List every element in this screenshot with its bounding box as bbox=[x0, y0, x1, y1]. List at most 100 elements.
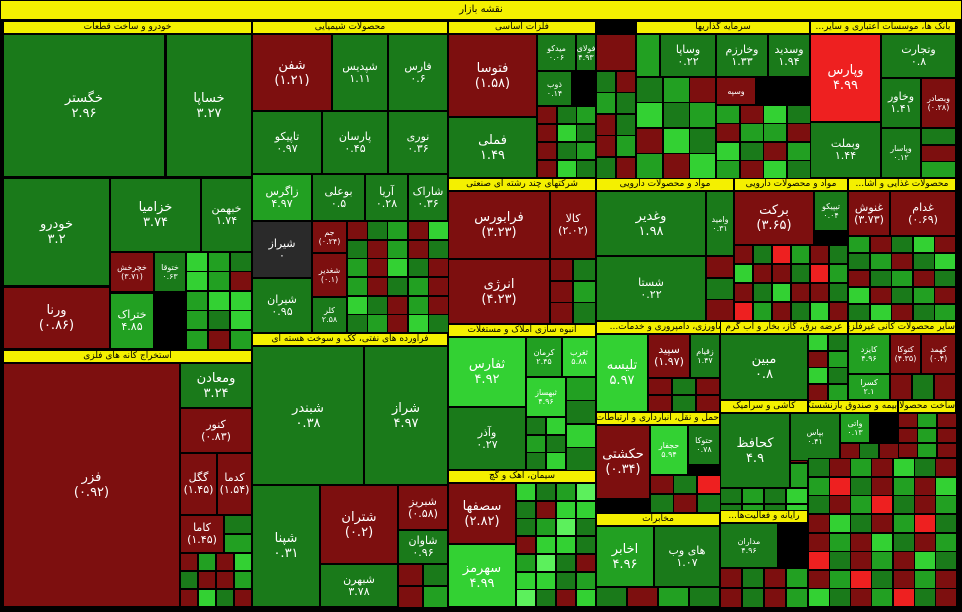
stock-tile[interactable]: کسرا ۲.۱ bbox=[848, 374, 890, 400]
small-stock-tile[interactable] bbox=[596, 71, 616, 93]
small-stock-tile[interactable] bbox=[556, 554, 576, 572]
small-stock-tile[interactable] bbox=[516, 572, 536, 590]
sector-header[interactable]: ساخت محصولات فلزی bbox=[898, 400, 956, 413]
small-stock-tile[interactable] bbox=[871, 533, 893, 552]
small-stock-tile[interactable] bbox=[917, 428, 937, 443]
small-stock-tile[interactable] bbox=[772, 283, 791, 302]
small-stock-tile[interactable] bbox=[850, 570, 872, 589]
small-stock-tile[interactable] bbox=[898, 428, 918, 443]
small-stock-tile[interactable] bbox=[791, 245, 810, 264]
small-stock-tile[interactable] bbox=[740, 142, 764, 161]
stock-tile[interactable]: شاراک ۰.۳۶ bbox=[408, 174, 448, 221]
small-stock-tile[interactable] bbox=[829, 283, 848, 302]
small-stock-tile[interactable] bbox=[740, 160, 764, 179]
small-stock-tile[interactable] bbox=[616, 157, 636, 179]
small-stock-tile[interactable] bbox=[516, 501, 536, 519]
sector-header[interactable]: انبوه سازی املاک و مستغلات bbox=[448, 324, 596, 337]
small-stock-tile[interactable] bbox=[367, 277, 388, 296]
stock-tile[interactable]: کلر ۲.۵۸ bbox=[312, 297, 347, 333]
small-stock-tile[interactable] bbox=[742, 568, 764, 588]
stock-tile[interactable]: اخابر ۴.۹۶ bbox=[596, 526, 654, 587]
small-stock-tile[interactable] bbox=[650, 475, 674, 494]
small-stock-tile[interactable] bbox=[536, 589, 556, 607]
small-stock-tile[interactable] bbox=[786, 588, 808, 608]
small-stock-tile[interactable] bbox=[763, 160, 787, 179]
sector-header[interactable]: مواد و محصولات دارویی bbox=[734, 178, 848, 191]
stock-tile[interactable]: شفن (۱.۲۱) bbox=[252, 34, 332, 111]
small-stock-tile[interactable] bbox=[180, 589, 198, 607]
small-stock-tile[interactable] bbox=[716, 142, 740, 161]
small-stock-tile[interactable] bbox=[787, 123, 811, 142]
small-stock-tile[interactable] bbox=[850, 477, 872, 496]
small-stock-tile[interactable] bbox=[829, 551, 851, 570]
small-stock-tile[interactable] bbox=[596, 135, 616, 157]
small-stock-tile[interactable] bbox=[808, 458, 830, 477]
small-stock-tile[interactable] bbox=[808, 588, 830, 607]
small-stock-tile[interactable] bbox=[828, 367, 848, 384]
small-stock-tile[interactable] bbox=[230, 330, 252, 350]
stock-tile[interactable]: تیپیکو ۰.۰۴ bbox=[814, 191, 848, 231]
small-stock-tile[interactable] bbox=[753, 245, 772, 264]
small-stock-tile[interactable] bbox=[596, 587, 627, 607]
stock-tile[interactable]: وبصادر (۰.۲۸) bbox=[921, 78, 956, 128]
small-stock-tile[interactable] bbox=[828, 384, 848, 401]
small-stock-tile[interactable] bbox=[636, 77, 663, 103]
stock-tile[interactable]: شبهرن ۳.۷۸ bbox=[320, 564, 398, 607]
stock-tile[interactable]: کحافظ ۴.۹ bbox=[720, 413, 790, 488]
small-stock-tile[interactable] bbox=[408, 277, 429, 296]
small-stock-tile[interactable] bbox=[536, 483, 556, 501]
small-stock-tile[interactable] bbox=[734, 245, 753, 264]
small-stock-tile[interactable] bbox=[398, 564, 423, 586]
small-stock-tile[interactable] bbox=[537, 124, 557, 142]
stock-tile[interactable]: کتوکا (۴.۳۵) bbox=[890, 334, 921, 374]
small-stock-tile[interactable] bbox=[914, 551, 936, 570]
stock-tile[interactable]: گگل (۱.۴۵) bbox=[180, 453, 217, 515]
small-stock-tile[interactable] bbox=[208, 291, 230, 311]
small-stock-tile[interactable] bbox=[556, 518, 576, 536]
stock-tile[interactable]: کرمان ۲.۴۵ bbox=[526, 337, 562, 377]
stock-tile[interactable]: کاما (۱.۴۵) bbox=[180, 515, 224, 553]
small-stock-tile[interactable] bbox=[536, 572, 556, 590]
small-stock-tile[interactable] bbox=[871, 551, 893, 570]
small-stock-tile[interactable] bbox=[810, 245, 829, 264]
stock-tile[interactable]: شیران ۰.۹۵ bbox=[252, 278, 312, 333]
small-stock-tile[interactable] bbox=[576, 518, 596, 536]
small-stock-tile[interactable] bbox=[850, 458, 872, 477]
small-stock-tile[interactable] bbox=[550, 281, 573, 303]
small-stock-tile[interactable] bbox=[934, 374, 956, 400]
small-stock-tile[interactable] bbox=[347, 240, 368, 259]
small-stock-tile[interactable] bbox=[791, 302, 810, 321]
stock-tile[interactable]: خساپا ۳.۲۷ bbox=[166, 34, 252, 177]
small-stock-tile[interactable] bbox=[198, 571, 216, 589]
small-stock-tile[interactable] bbox=[720, 588, 742, 608]
small-stock-tile[interactable] bbox=[935, 514, 957, 533]
small-stock-tile[interactable] bbox=[556, 536, 576, 554]
small-stock-tile[interactable] bbox=[557, 142, 577, 160]
small-stock-tile[interactable] bbox=[893, 533, 915, 552]
small-stock-tile[interactable] bbox=[808, 367, 828, 384]
small-stock-tile[interactable] bbox=[596, 114, 616, 136]
small-stock-tile[interactable] bbox=[636, 128, 663, 154]
stock-tile[interactable]: مبین ۰.۸ bbox=[720, 334, 808, 400]
small-stock-tile[interactable] bbox=[556, 572, 576, 590]
small-stock-tile[interactable] bbox=[893, 588, 915, 607]
small-stock-tile[interactable] bbox=[526, 452, 546, 470]
small-stock-tile[interactable] bbox=[697, 494, 721, 513]
small-stock-tile[interactable] bbox=[516, 518, 536, 536]
small-stock-tile[interactable] bbox=[935, 570, 957, 589]
small-stock-tile[interactable] bbox=[763, 142, 787, 161]
small-stock-tile[interactable] bbox=[616, 92, 636, 114]
sector-header[interactable]: کاشی و سرامیک bbox=[720, 400, 808, 413]
small-stock-tile[interactable] bbox=[658, 587, 689, 607]
small-stock-tile[interactable] bbox=[428, 240, 449, 259]
stock-tile[interactable]: تلیسه ۵.۹۷ bbox=[596, 334, 648, 412]
small-stock-tile[interactable] bbox=[648, 395, 672, 412]
sector-header[interactable]: سیمان، آهک و گچ bbox=[448, 470, 596, 483]
stock-tile[interactable]: برکت (۳.۶۵) bbox=[734, 191, 814, 245]
small-stock-tile[interactable] bbox=[234, 553, 252, 571]
small-stock-tile[interactable] bbox=[937, 428, 957, 443]
small-stock-tile[interactable] bbox=[347, 277, 368, 296]
stock-tile[interactable]: زاگرس ۴.۹۷ bbox=[252, 174, 312, 221]
small-stock-tile[interactable] bbox=[891, 304, 913, 321]
small-stock-tile[interactable] bbox=[576, 483, 596, 501]
